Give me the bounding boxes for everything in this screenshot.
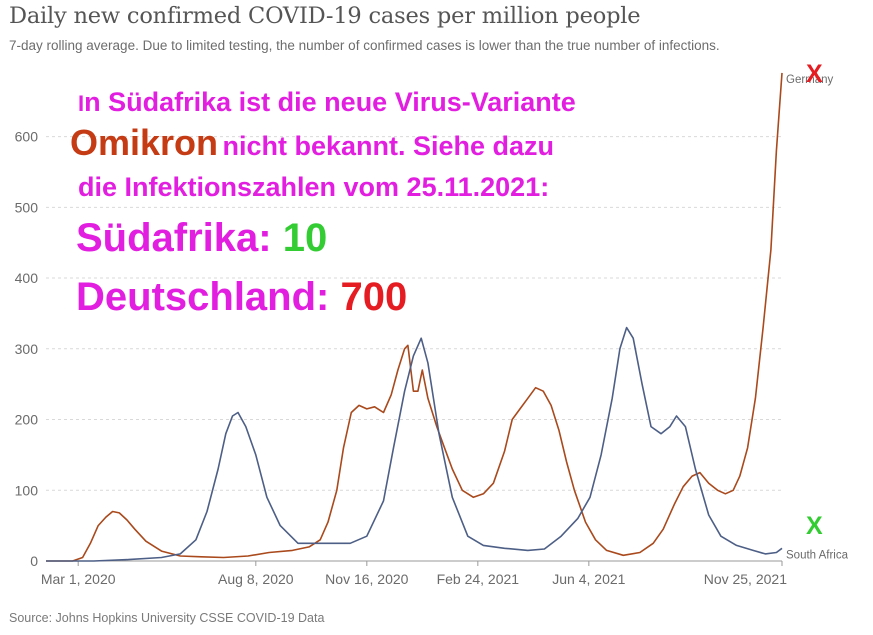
x-tick-label: Nov 25, 2021 <box>704 571 787 587</box>
annotation-line-1-text: n Südafrika ist die neue Virus-Variante <box>84 87 576 117</box>
annotation-line-2: Omikron nicht bekannt. Siehe dazu <box>70 122 554 164</box>
y-tick-label: 300 <box>15 341 39 357</box>
germany-series-line <box>46 72 783 562</box>
x-tick-label: Jun 4, 2021 <box>552 571 625 587</box>
germany-x-marker: X <box>806 60 823 88</box>
annotation-line-3: die Infektionszahlen vom 25.11.2021: <box>78 172 549 203</box>
y-tick-label: 100 <box>15 482 39 498</box>
annotation-line-1-initial: I <box>78 91 85 116</box>
x-tick-label: Aug 8, 2020 <box>218 571 294 587</box>
y-tick-label: 400 <box>15 270 39 286</box>
south-africa-x-marker: X <box>806 512 823 540</box>
south-africa-series-label: South Africa <box>786 549 849 561</box>
x-tick-label: Feb 24, 2021 <box>437 571 520 587</box>
annotation-south-africa: Südafrika: 10 <box>76 216 327 261</box>
y-tick-label: 200 <box>15 412 39 428</box>
germany-series-label: Germany <box>786 74 834 86</box>
annotation-south-africa-label: Südafrika: <box>76 216 272 260</box>
source-note: Source: Johns Hopkins University CSSE CO… <box>9 611 325 625</box>
y-tick-label: 500 <box>15 199 39 215</box>
annotation-germany: Deutschland: 700 <box>76 275 407 320</box>
south-africa-series-line <box>46 326 783 562</box>
annotation-omikron: Omikron <box>70 122 219 163</box>
annotation-line-1: In Südafrika ist die neue Virus-Variante <box>78 87 576 118</box>
annotation-line-3-text: die Infektionszahlen vom 25.11.2021: <box>78 172 550 202</box>
annotation-south-africa-value: 10 <box>282 216 328 260</box>
annotation-line-2-text: nicht bekannt. Siehe dazu <box>222 131 555 161</box>
y-tick-label: 600 <box>15 129 39 145</box>
chart-title: Daily new confirmed COVID-19 cases per m… <box>9 3 641 29</box>
chart-subtitle: 7-day rolling average. Due to limited te… <box>9 38 720 53</box>
x-tick-label: Nov 16, 2020 <box>325 571 408 587</box>
annotation-germany-label: Deutschland: <box>76 275 330 319</box>
annotation-germany-value: 700 <box>340 275 408 319</box>
x-tick-label: Mar 1, 2020 <box>41 571 116 587</box>
y-tick-label: 0 <box>30 553 38 569</box>
